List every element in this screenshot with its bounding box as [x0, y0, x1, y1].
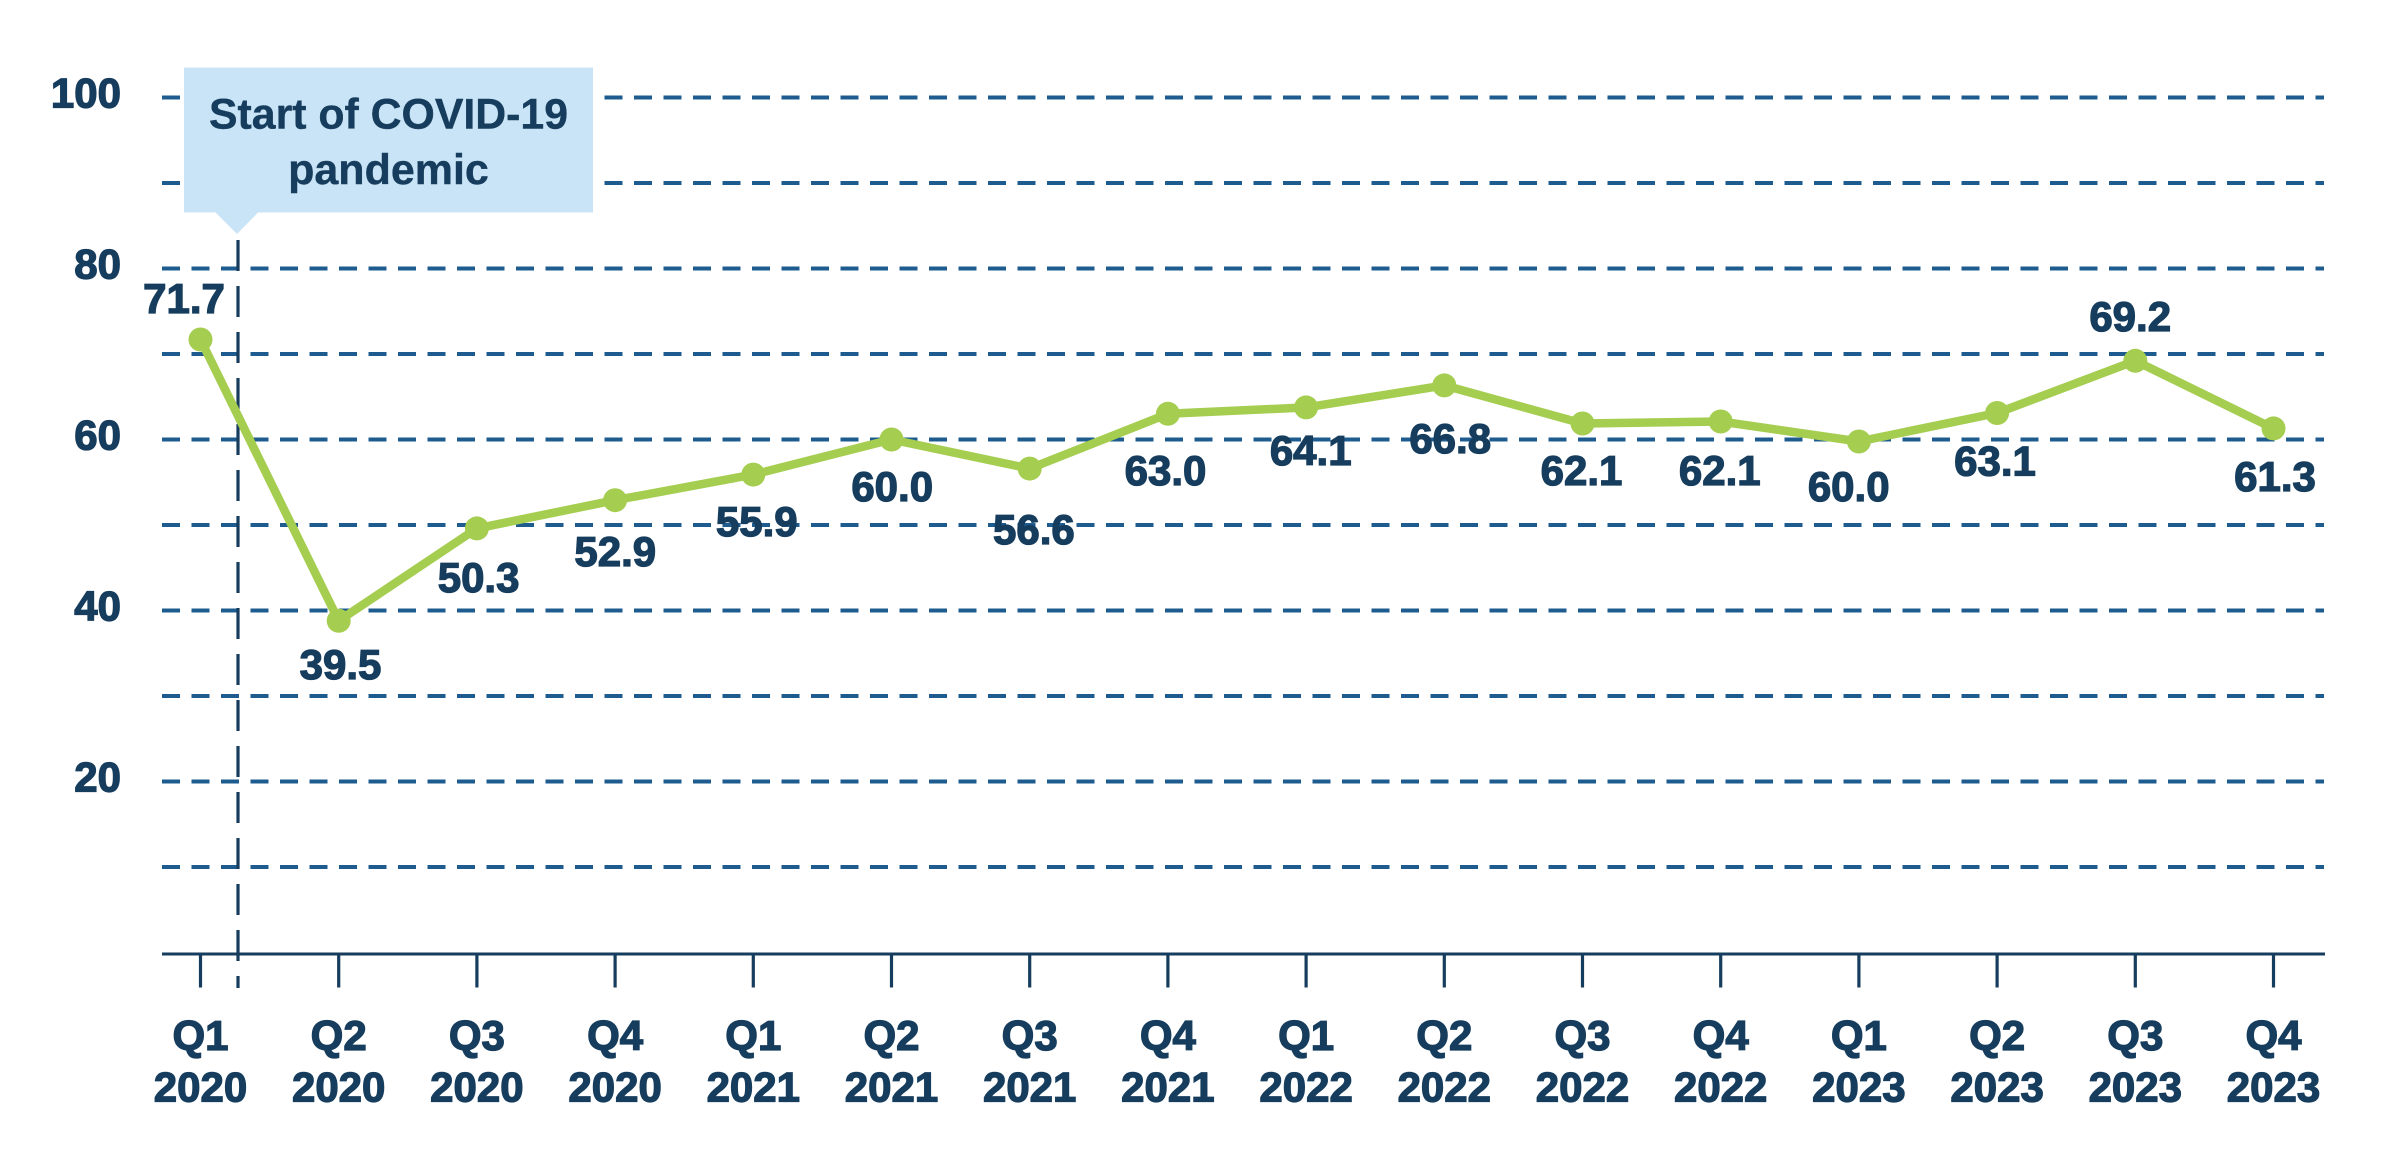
svg-text:Q3: Q3	[2107, 1012, 2163, 1059]
svg-text:Q4: Q4	[1693, 1012, 1750, 1059]
svg-text:2021: 2021	[1121, 1064, 1214, 1111]
svg-text:66.8: 66.8	[1409, 415, 1491, 462]
svg-text:50.3: 50.3	[438, 554, 520, 601]
svg-text:2023: 2023	[2227, 1064, 2320, 1111]
svg-text:Q1: Q1	[172, 1012, 228, 1059]
svg-text:2022: 2022	[1536, 1064, 1629, 1111]
svg-text:Q2: Q2	[863, 1012, 919, 1059]
svg-text:60.0: 60.0	[1808, 463, 1890, 510]
svg-text:40: 40	[74, 583, 121, 630]
svg-text:63.1: 63.1	[1954, 438, 2036, 485]
svg-text:2020: 2020	[154, 1064, 247, 1111]
svg-text:64.1: 64.1	[1270, 427, 1352, 474]
svg-text:71.7: 71.7	[143, 275, 225, 322]
svg-text:80: 80	[74, 241, 121, 288]
svg-text:100: 100	[51, 70, 121, 117]
svg-text:2021: 2021	[707, 1064, 800, 1111]
svg-text:Q1: Q1	[1831, 1012, 1887, 1059]
svg-text:Q1: Q1	[725, 1012, 781, 1059]
svg-text:2020: 2020	[292, 1064, 385, 1111]
svg-text:Q4: Q4	[587, 1012, 644, 1059]
svg-text:2022: 2022	[1259, 1064, 1352, 1111]
svg-text:2021: 2021	[983, 1064, 1076, 1111]
svg-text:62.1: 62.1	[1679, 447, 1761, 494]
svg-text:2023: 2023	[2089, 1064, 2182, 1111]
svg-text:2023: 2023	[1812, 1064, 1905, 1111]
svg-text:2022: 2022	[1674, 1064, 1767, 1111]
svg-text:39.5: 39.5	[300, 641, 382, 688]
svg-text:69.2: 69.2	[2089, 293, 2171, 340]
svg-text:pandemic: pandemic	[288, 146, 489, 194]
svg-text:Q2: Q2	[1416, 1012, 1472, 1059]
svg-text:2020: 2020	[430, 1064, 523, 1111]
svg-text:Q3: Q3	[1002, 1012, 1058, 1059]
svg-text:Q3: Q3	[1554, 1012, 1610, 1059]
svg-text:2023: 2023	[1950, 1064, 2043, 1111]
svg-text:Q3: Q3	[449, 1012, 505, 1059]
svg-text:Start of COVID-19: Start of COVID-19	[209, 91, 568, 139]
svg-text:Q1: Q1	[1278, 1012, 1334, 1059]
svg-text:61.3: 61.3	[2234, 453, 2316, 500]
svg-text:55.9: 55.9	[716, 498, 798, 545]
svg-text:Q4: Q4	[1140, 1012, 1197, 1059]
svg-text:52.9: 52.9	[574, 528, 656, 575]
svg-text:60: 60	[74, 412, 121, 459]
svg-text:2020: 2020	[568, 1064, 661, 1111]
svg-text:56.6: 56.6	[993, 506, 1075, 553]
svg-text:62.1: 62.1	[1541, 447, 1623, 494]
svg-text:Q2: Q2	[1969, 1012, 2025, 1059]
svg-text:63.0: 63.0	[1125, 447, 1207, 494]
svg-text:2021: 2021	[845, 1064, 938, 1111]
svg-text:Q2: Q2	[311, 1012, 367, 1059]
svg-text:Q4: Q4	[2245, 1012, 2302, 1059]
svg-text:2022: 2022	[1398, 1064, 1491, 1111]
svg-text:20: 20	[74, 754, 121, 801]
svg-text:60.0: 60.0	[851, 463, 933, 510]
